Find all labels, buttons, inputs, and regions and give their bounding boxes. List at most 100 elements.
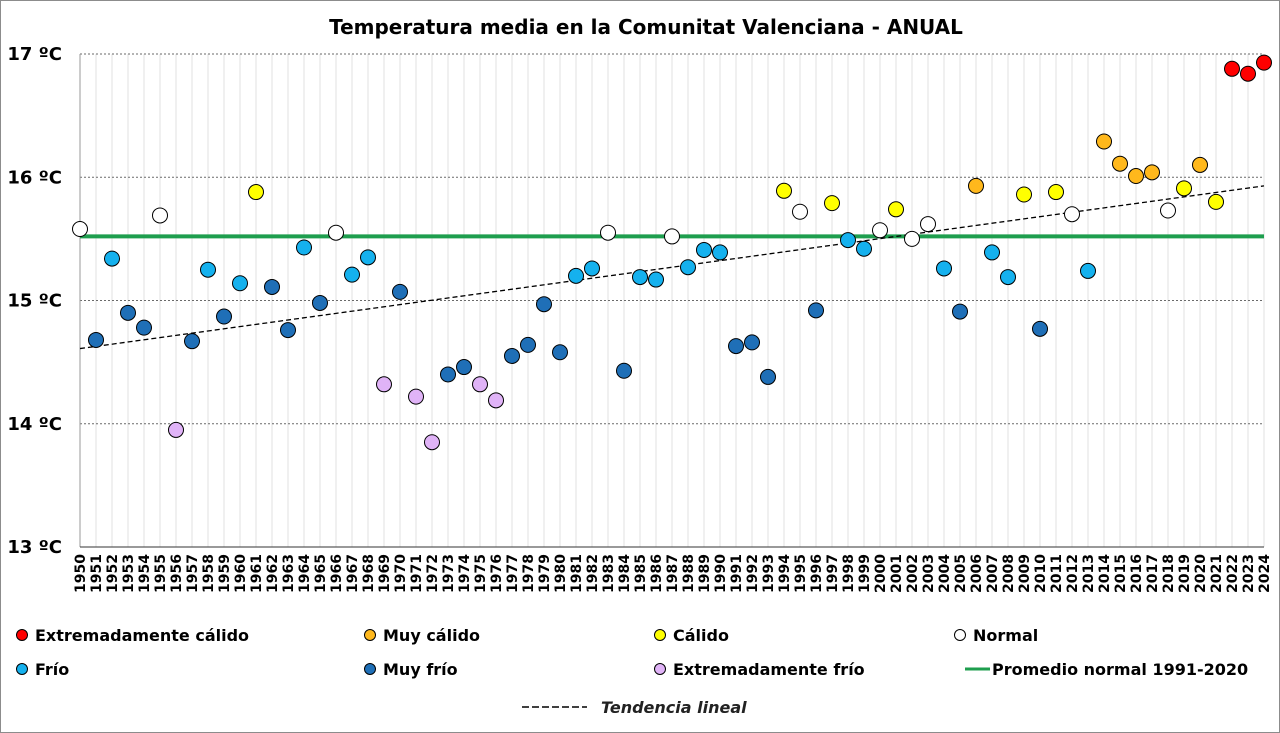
- legend: Extremadamente cálido Muy cálido Cálido Nor…: [16, 626, 1248, 717]
- data-point: [72, 221, 88, 238]
- y-tick-label: 13 ºC: [7, 537, 62, 558]
- data-point: [152, 207, 168, 224]
- data-point: [648, 271, 664, 288]
- data-point: [1016, 186, 1032, 203]
- legend-label: Extremadamente cálido: [35, 626, 249, 645]
- x-tick-label: 2019: [1177, 554, 1193, 593]
- data-point: [296, 239, 312, 256]
- data-point: [1048, 184, 1064, 201]
- data-point: [264, 278, 280, 295]
- data-point: [952, 303, 968, 320]
- data-point: [456, 359, 472, 376]
- x-tick-label: 1970: [393, 554, 409, 593]
- x-tick-label: 1984: [617, 554, 633, 593]
- x-tick-label: 1991: [729, 554, 745, 593]
- data-point: [936, 260, 952, 277]
- data-point: [360, 249, 376, 266]
- x-tick-label: 1973: [441, 554, 457, 593]
- x-axis: 1950 1951 1952 1953 1954 1955 1956 1957 1958 1959…: [73, 554, 1273, 593]
- x-tick-label: 1964: [297, 554, 313, 593]
- legend-marker: [16, 629, 28, 641]
- x-tick-label: 1961: [249, 554, 265, 593]
- legend-label: Extremadamente frío: [673, 660, 865, 679]
- data-point: [280, 322, 296, 339]
- data-point: [472, 376, 488, 393]
- data-point: [792, 203, 808, 220]
- x-tick-label: 1983: [601, 554, 617, 593]
- x-tick-label: 1963: [281, 554, 297, 593]
- data-point: [168, 421, 184, 438]
- x-tick-label: 2009: [1017, 554, 1033, 593]
- data-point: [824, 195, 840, 212]
- legend-marker: [954, 629, 966, 641]
- data-point: [504, 347, 520, 364]
- data-point: [664, 228, 680, 245]
- data-point: [840, 232, 856, 249]
- data-point: [216, 308, 232, 325]
- y-tick-label: 17 ºC: [7, 44, 62, 65]
- data-point: [680, 259, 696, 276]
- x-tick-label: 1981: [569, 554, 585, 593]
- x-tick-label: 1960: [233, 554, 249, 593]
- x-tick-label: 2010: [1033, 554, 1049, 593]
- x-tick-label: 2011: [1049, 554, 1065, 593]
- x-tick-label: 2002: [905, 554, 921, 593]
- x-tick-label: 1995: [793, 554, 809, 593]
- data-point: [1208, 193, 1224, 210]
- legend-marker: [364, 629, 376, 641]
- data-point: [344, 266, 360, 283]
- data-point: [248, 184, 264, 201]
- x-tick-label: 1976: [489, 554, 505, 593]
- x-tick-label: 2014: [1097, 554, 1113, 593]
- data-point: [712, 244, 728, 261]
- data-points: [72, 54, 1272, 451]
- x-tick-label: 1978: [521, 554, 537, 593]
- x-tick-label: 1950: [73, 554, 89, 593]
- x-tick-label: 1956: [169, 554, 185, 593]
- legend-marker: [364, 663, 376, 675]
- x-tick-label: 1996: [809, 554, 825, 593]
- data-point: [904, 230, 920, 247]
- x-tick-label: 1967: [345, 554, 361, 593]
- data-point: [600, 224, 616, 241]
- x-tick-label: 1979: [537, 554, 553, 593]
- data-point: [1256, 54, 1272, 71]
- x-tick-label: 2018: [1161, 554, 1177, 593]
- x-tick-label: 1953: [121, 554, 137, 593]
- x-tick-label: 1989: [697, 554, 713, 593]
- data-point: [184, 333, 200, 350]
- x-tick-label: 2013: [1081, 554, 1097, 593]
- x-tick-label: 2021: [1209, 554, 1225, 593]
- data-point: [568, 267, 584, 284]
- x-tick-label: 1971: [409, 554, 425, 593]
- data-point: [1096, 133, 1112, 150]
- data-point: [424, 434, 440, 451]
- x-tick-label: 2024: [1257, 554, 1273, 593]
- x-tick-label: 1975: [473, 554, 489, 593]
- x-tick-label: 1993: [761, 554, 777, 593]
- x-tick-label: 1992: [745, 554, 761, 593]
- x-tick-label: 1994: [777, 554, 793, 593]
- data-point: [520, 336, 536, 353]
- x-tick-label: 1951: [89, 554, 105, 593]
- legend-marker: [16, 663, 28, 675]
- data-point: [104, 250, 120, 267]
- data-point: [1240, 65, 1256, 82]
- data-point: [200, 261, 216, 278]
- x-tick-label: 2005: [953, 554, 969, 593]
- y-tick-label: 14 ºC: [7, 414, 62, 435]
- legend-marker: [654, 629, 666, 641]
- x-tick-label: 2016: [1129, 554, 1145, 593]
- data-point: [232, 275, 248, 292]
- legend-trend-label: Tendencia lineal: [601, 698, 747, 717]
- x-tick-label: 1985: [633, 554, 649, 593]
- legend-label: Frío: [35, 660, 69, 679]
- x-tick-label: 2006: [969, 554, 985, 593]
- x-tick-label: 1972: [425, 554, 441, 593]
- legend-label: Normal: [973, 626, 1038, 645]
- x-tick-label: 1988: [681, 554, 697, 593]
- data-point: [632, 269, 648, 286]
- x-tick-label: 1968: [361, 554, 377, 593]
- legend-label: Muy cálido: [383, 626, 480, 645]
- x-tick-label: 2023: [1241, 554, 1257, 593]
